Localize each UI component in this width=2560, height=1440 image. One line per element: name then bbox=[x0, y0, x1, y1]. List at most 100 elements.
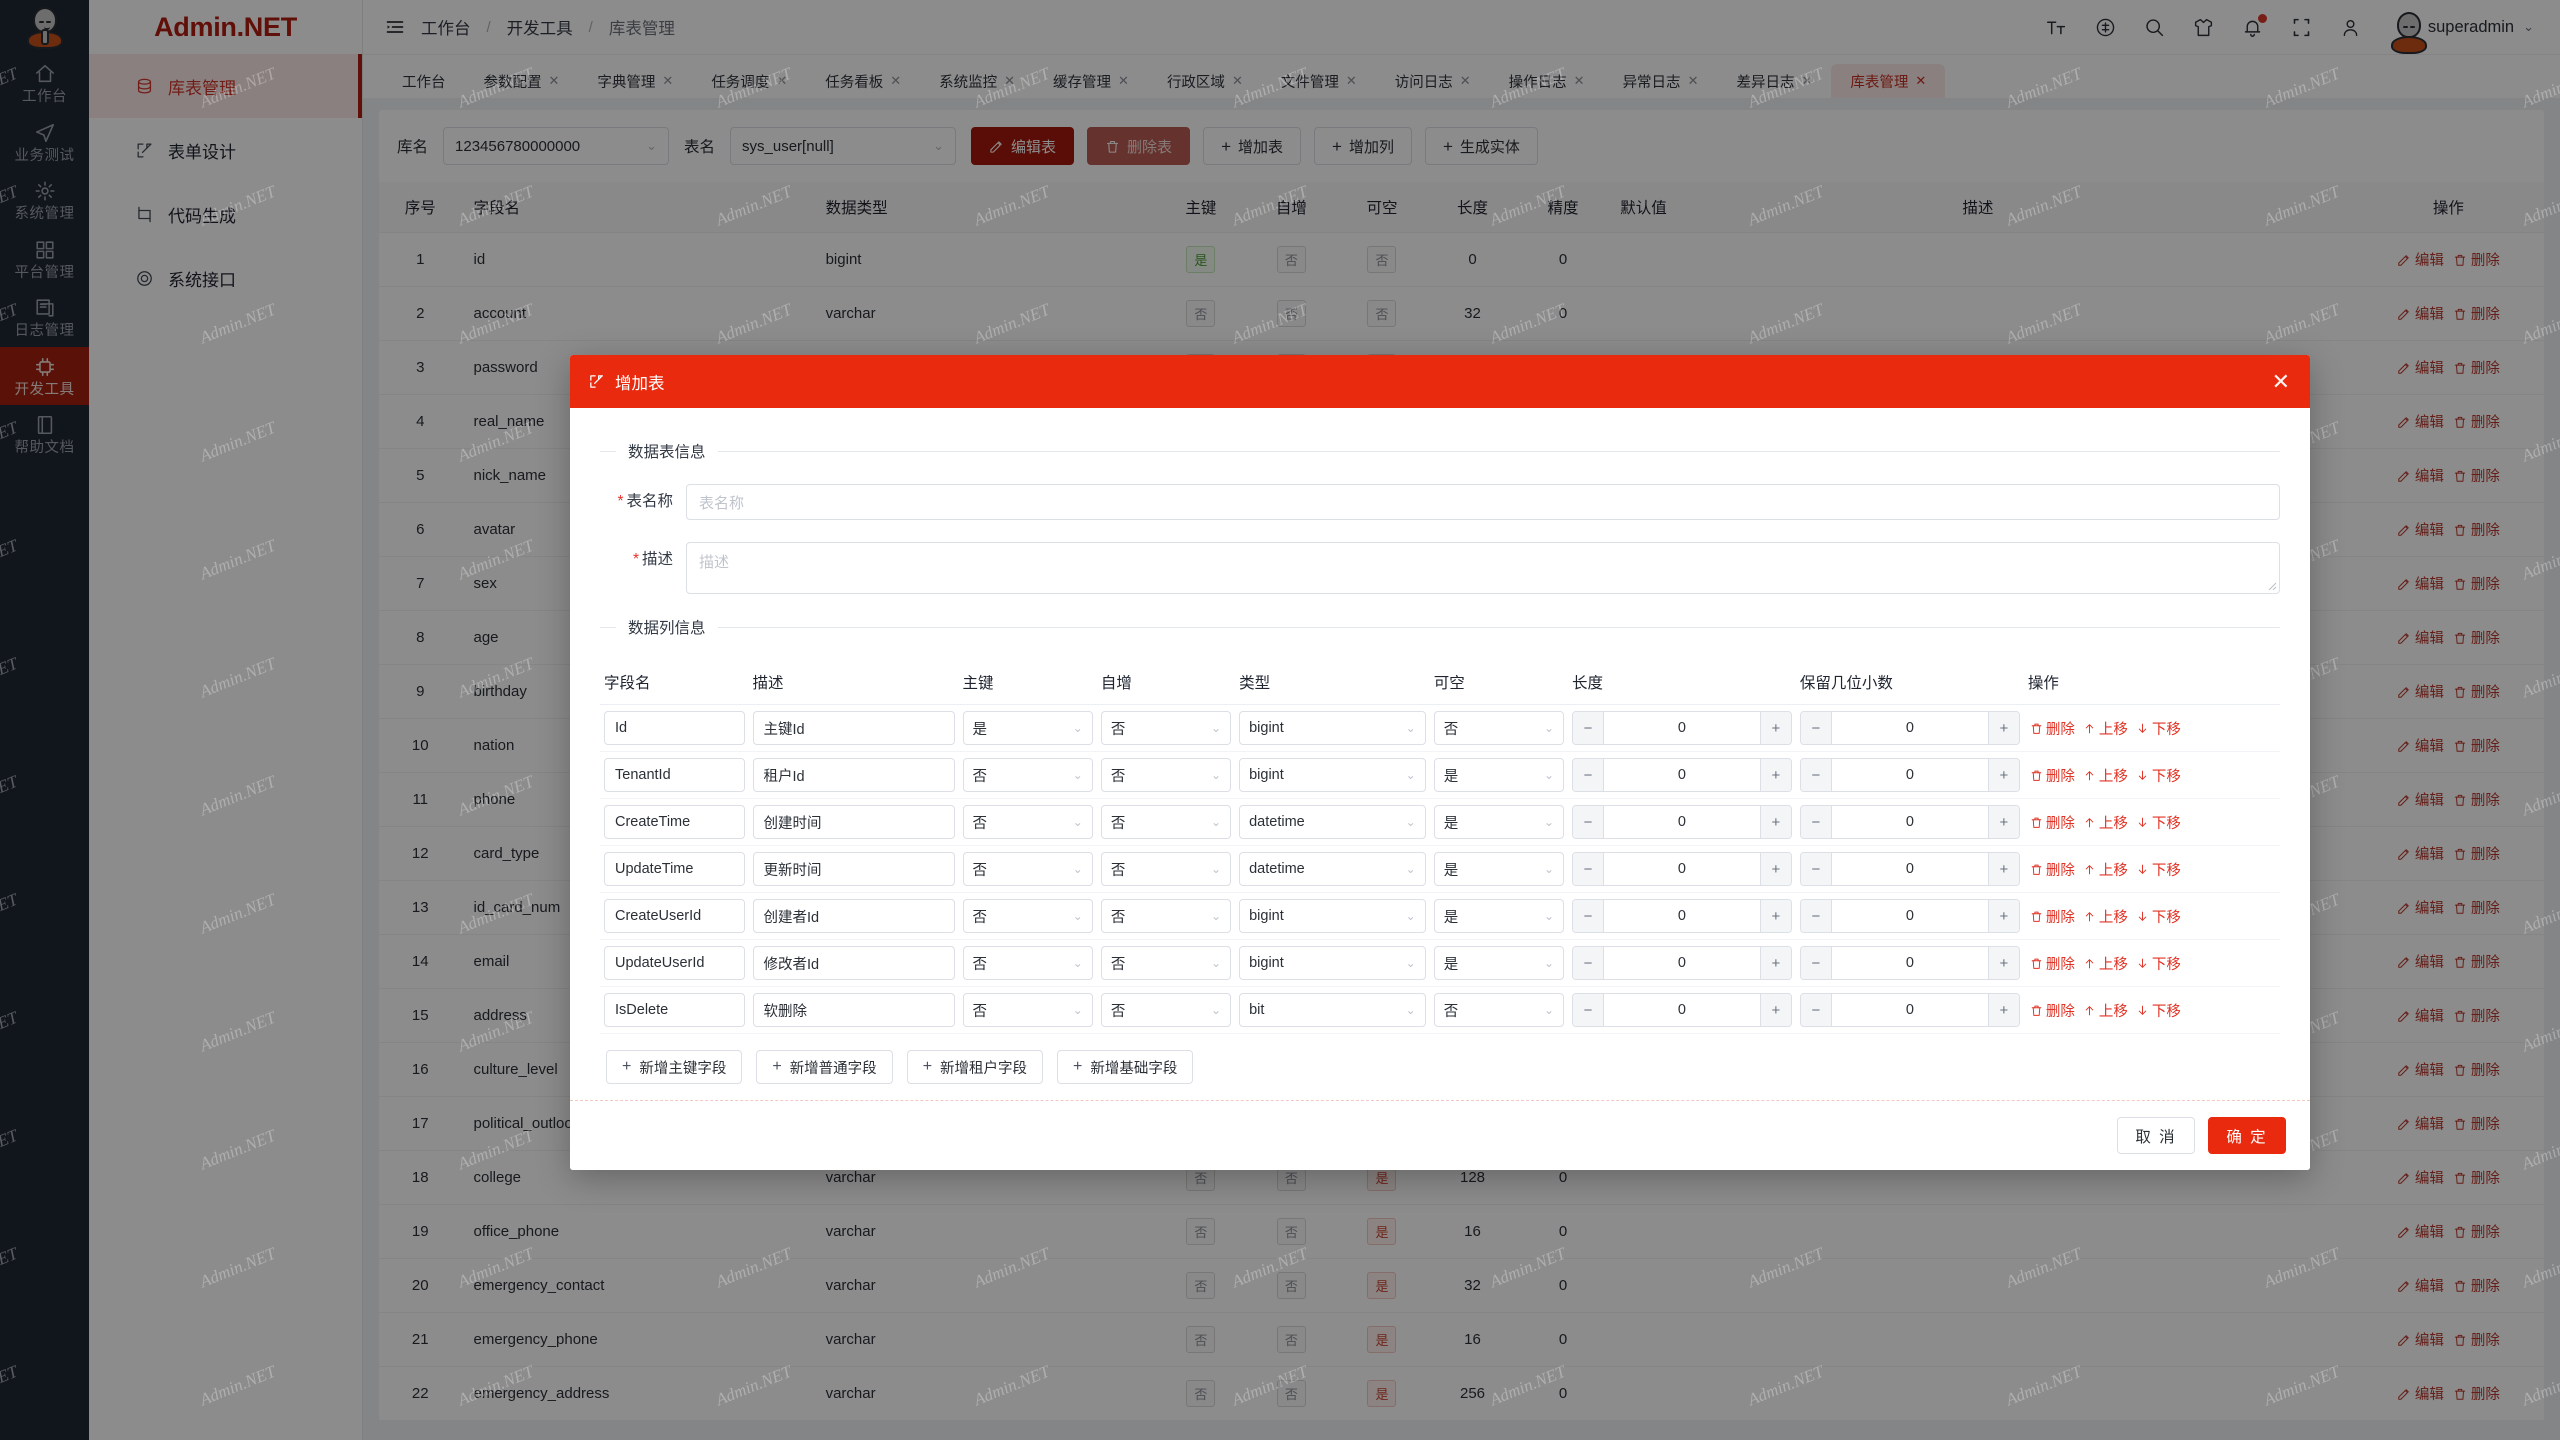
field-name-input[interactable]: UpdateTime bbox=[604, 852, 745, 886]
breadcrumb-item-0[interactable]: 工作台 bbox=[421, 20, 471, 38]
field-desc-input[interactable]: 创建时间 bbox=[752, 805, 955, 839]
row-action-删除[interactable]: 删除 bbox=[2453, 627, 2500, 648]
cancel-button[interactable]: 取 消 bbox=[2117, 1117, 2195, 1154]
row-op-上移[interactable]: 上移 bbox=[2081, 765, 2130, 786]
toolbar-button-1[interactable]: 删除表 bbox=[1087, 127, 1191, 165]
row-action-编辑[interactable]: 编辑 bbox=[2397, 1059, 2444, 1080]
toolbar-button-4[interactable]: + 生成实体 bbox=[1424, 127, 1538, 165]
data-type-select[interactable]: bigint ⌄ bbox=[1239, 711, 1426, 745]
row-action-编辑[interactable]: 编辑 bbox=[2397, 1275, 2444, 1296]
primary-key-select[interactable]: 否 ⌄ bbox=[962, 899, 1093, 933]
row-action-编辑[interactable]: 编辑 bbox=[2397, 681, 2444, 702]
data-type-select[interactable]: bigint ⌄ bbox=[1239, 946, 1426, 980]
field-name-input[interactable]: CreateTime bbox=[604, 805, 745, 839]
language-icon[interactable] bbox=[2095, 17, 2116, 38]
length-stepper-increase[interactable]: + bbox=[1759, 947, 1791, 979]
rail-item-3[interactable]: 平台管理 bbox=[0, 230, 89, 289]
tab-13[interactable]: 库表管理 ✕ bbox=[1831, 64, 1946, 98]
tab-3[interactable]: 任务调度 ✕ bbox=[692, 64, 806, 98]
tab-close-icon[interactable]: ✕ bbox=[776, 73, 788, 88]
row-action-删除[interactable]: 删除 bbox=[2453, 573, 2500, 594]
row-action-删除[interactable]: 删除 bbox=[2453, 897, 2500, 918]
row-action-删除[interactable]: 删除 bbox=[2453, 1383, 2500, 1404]
tab-8[interactable]: 文件管理 ✕ bbox=[1262, 64, 1376, 98]
decimals-stepper-decrease[interactable]: − bbox=[1800, 806, 1832, 838]
menu-fold-icon[interactable] bbox=[385, 17, 405, 37]
row-action-删除[interactable]: 删除 bbox=[2453, 789, 2500, 810]
nullable-select[interactable]: 是 ⌄ bbox=[1433, 805, 1564, 839]
data-type-select[interactable]: bigint ⌄ bbox=[1239, 899, 1426, 933]
row-action-编辑[interactable]: 编辑 bbox=[2397, 1005, 2444, 1026]
row-action-编辑[interactable]: 编辑 bbox=[2397, 951, 2444, 972]
decimals-stepper-increase[interactable]: + bbox=[1987, 853, 2019, 885]
decimals-stepper-value[interactable]: 0 bbox=[1905, 955, 1914, 971]
field-name-input[interactable]: UpdateUserId bbox=[604, 946, 745, 980]
add-field-button-0[interactable]: + 新增主键字段 bbox=[606, 1050, 743, 1084]
field-desc-input[interactable]: 更新时间 bbox=[752, 852, 955, 886]
nullable-select[interactable]: 否 ⌄ bbox=[1433, 711, 1564, 745]
row-action-删除[interactable]: 删除 bbox=[2453, 951, 2500, 972]
row-action-删除[interactable]: 删除 bbox=[2453, 465, 2500, 486]
user-icon[interactable] bbox=[2340, 17, 2361, 38]
decimals-stepper-value[interactable]: 0 bbox=[1905, 720, 1914, 736]
primary-key-select[interactable]: 否 ⌄ bbox=[962, 805, 1093, 839]
length-stepper-increase[interactable]: + bbox=[1759, 900, 1791, 932]
length-stepper[interactable]: − 0 + bbox=[1572, 899, 1792, 933]
row-action-删除[interactable]: 删除 bbox=[2453, 249, 2500, 270]
rail-item-6[interactable]: 帮助文档 bbox=[0, 405, 89, 464]
length-stepper-value[interactable]: 0 bbox=[1677, 720, 1686, 736]
decimals-stepper-decrease[interactable]: − bbox=[1800, 853, 1832, 885]
length-stepper[interactable]: − 0 + bbox=[1572, 946, 1792, 980]
length-stepper-decrease[interactable]: − bbox=[1573, 900, 1604, 932]
row-op-删除[interactable]: 删除 bbox=[2028, 718, 2077, 739]
tab-close-icon[interactable]: ✕ bbox=[890, 73, 902, 88]
length-stepper[interactable]: − 0 + bbox=[1572, 711, 1792, 745]
tab-6[interactable]: 缓存管理 ✕ bbox=[1034, 64, 1148, 98]
decimals-stepper-value[interactable]: 0 bbox=[1905, 1002, 1914, 1018]
decimals-stepper-increase[interactable]: + bbox=[1987, 759, 2019, 791]
length-stepper-value[interactable]: 0 bbox=[1677, 908, 1686, 924]
decimals-stepper-value[interactable]: 0 bbox=[1905, 908, 1914, 924]
row-action-编辑[interactable]: 编辑 bbox=[2397, 357, 2444, 378]
field-name-input[interactable]: CreateUserId bbox=[604, 899, 745, 933]
tab-close-icon[interactable]: ✕ bbox=[1231, 73, 1243, 88]
table-name-input[interactable]: 表名称 bbox=[686, 484, 2280, 520]
row-op-删除[interactable]: 删除 bbox=[2028, 1000, 2077, 1021]
row-op-上移[interactable]: 上移 bbox=[2081, 859, 2130, 880]
auto-increment-select[interactable]: 否 ⌄ bbox=[1100, 946, 1232, 980]
row-action-删除[interactable]: 删除 bbox=[2453, 735, 2500, 756]
data-type-select[interactable]: bigint ⌄ bbox=[1239, 758, 1426, 792]
decimals-stepper-value[interactable]: 0 bbox=[1905, 767, 1914, 783]
row-action-删除[interactable]: 删除 bbox=[2453, 1275, 2500, 1296]
tab-close-icon[interactable]: ✕ bbox=[1687, 73, 1699, 88]
toolbar-button-0[interactable]: 编辑表 bbox=[971, 127, 1075, 165]
auto-increment-select[interactable]: 否 ⌄ bbox=[1100, 805, 1232, 839]
decimals-stepper-decrease[interactable]: − bbox=[1800, 900, 1832, 932]
row-action-编辑[interactable]: 编辑 bbox=[2397, 735, 2444, 756]
decimals-stepper[interactable]: − 0 + bbox=[1799, 758, 2020, 792]
tab-close-icon[interactable]: ✕ bbox=[1801, 73, 1813, 88]
decimals-stepper[interactable]: − 0 + bbox=[1799, 899, 2020, 933]
field-desc-input[interactable]: 软删除 bbox=[752, 993, 955, 1027]
nullable-select[interactable]: 是 ⌄ bbox=[1433, 899, 1564, 933]
tab-0[interactable]: 工作台 bbox=[383, 64, 465, 98]
confirm-button[interactable]: 确 定 bbox=[2208, 1117, 2286, 1154]
length-stepper-increase[interactable]: + bbox=[1759, 994, 1791, 1026]
field-desc-input[interactable]: 修改者Id bbox=[752, 946, 955, 980]
tab-close-icon[interactable]: ✕ bbox=[1915, 73, 1927, 88]
theme-shirt-icon[interactable] bbox=[2193, 17, 2214, 38]
row-action-编辑[interactable]: 编辑 bbox=[2397, 573, 2444, 594]
description-textarea[interactable]: 描述 bbox=[686, 542, 2280, 594]
auto-increment-select[interactable]: 否 ⌄ bbox=[1100, 711, 1232, 745]
decimals-stepper[interactable]: − 0 + bbox=[1799, 805, 2020, 839]
search-icon[interactable] bbox=[2144, 17, 2165, 38]
row-action-编辑[interactable]: 编辑 bbox=[2397, 249, 2444, 270]
sidebar-item-3[interactable]: 系统接口 bbox=[89, 246, 362, 310]
length-stepper[interactable]: − 0 + bbox=[1572, 805, 1792, 839]
chevron-down-icon[interactable]: ⌄ bbox=[2523, 19, 2534, 34]
length-stepper-decrease[interactable]: − bbox=[1573, 806, 1604, 838]
length-stepper-increase[interactable]: + bbox=[1759, 712, 1791, 744]
close-icon[interactable]: ✕ bbox=[2271, 368, 2290, 394]
auto-increment-select[interactable]: 否 ⌄ bbox=[1100, 993, 1232, 1027]
nullable-select[interactable]: 是 ⌄ bbox=[1433, 758, 1564, 792]
